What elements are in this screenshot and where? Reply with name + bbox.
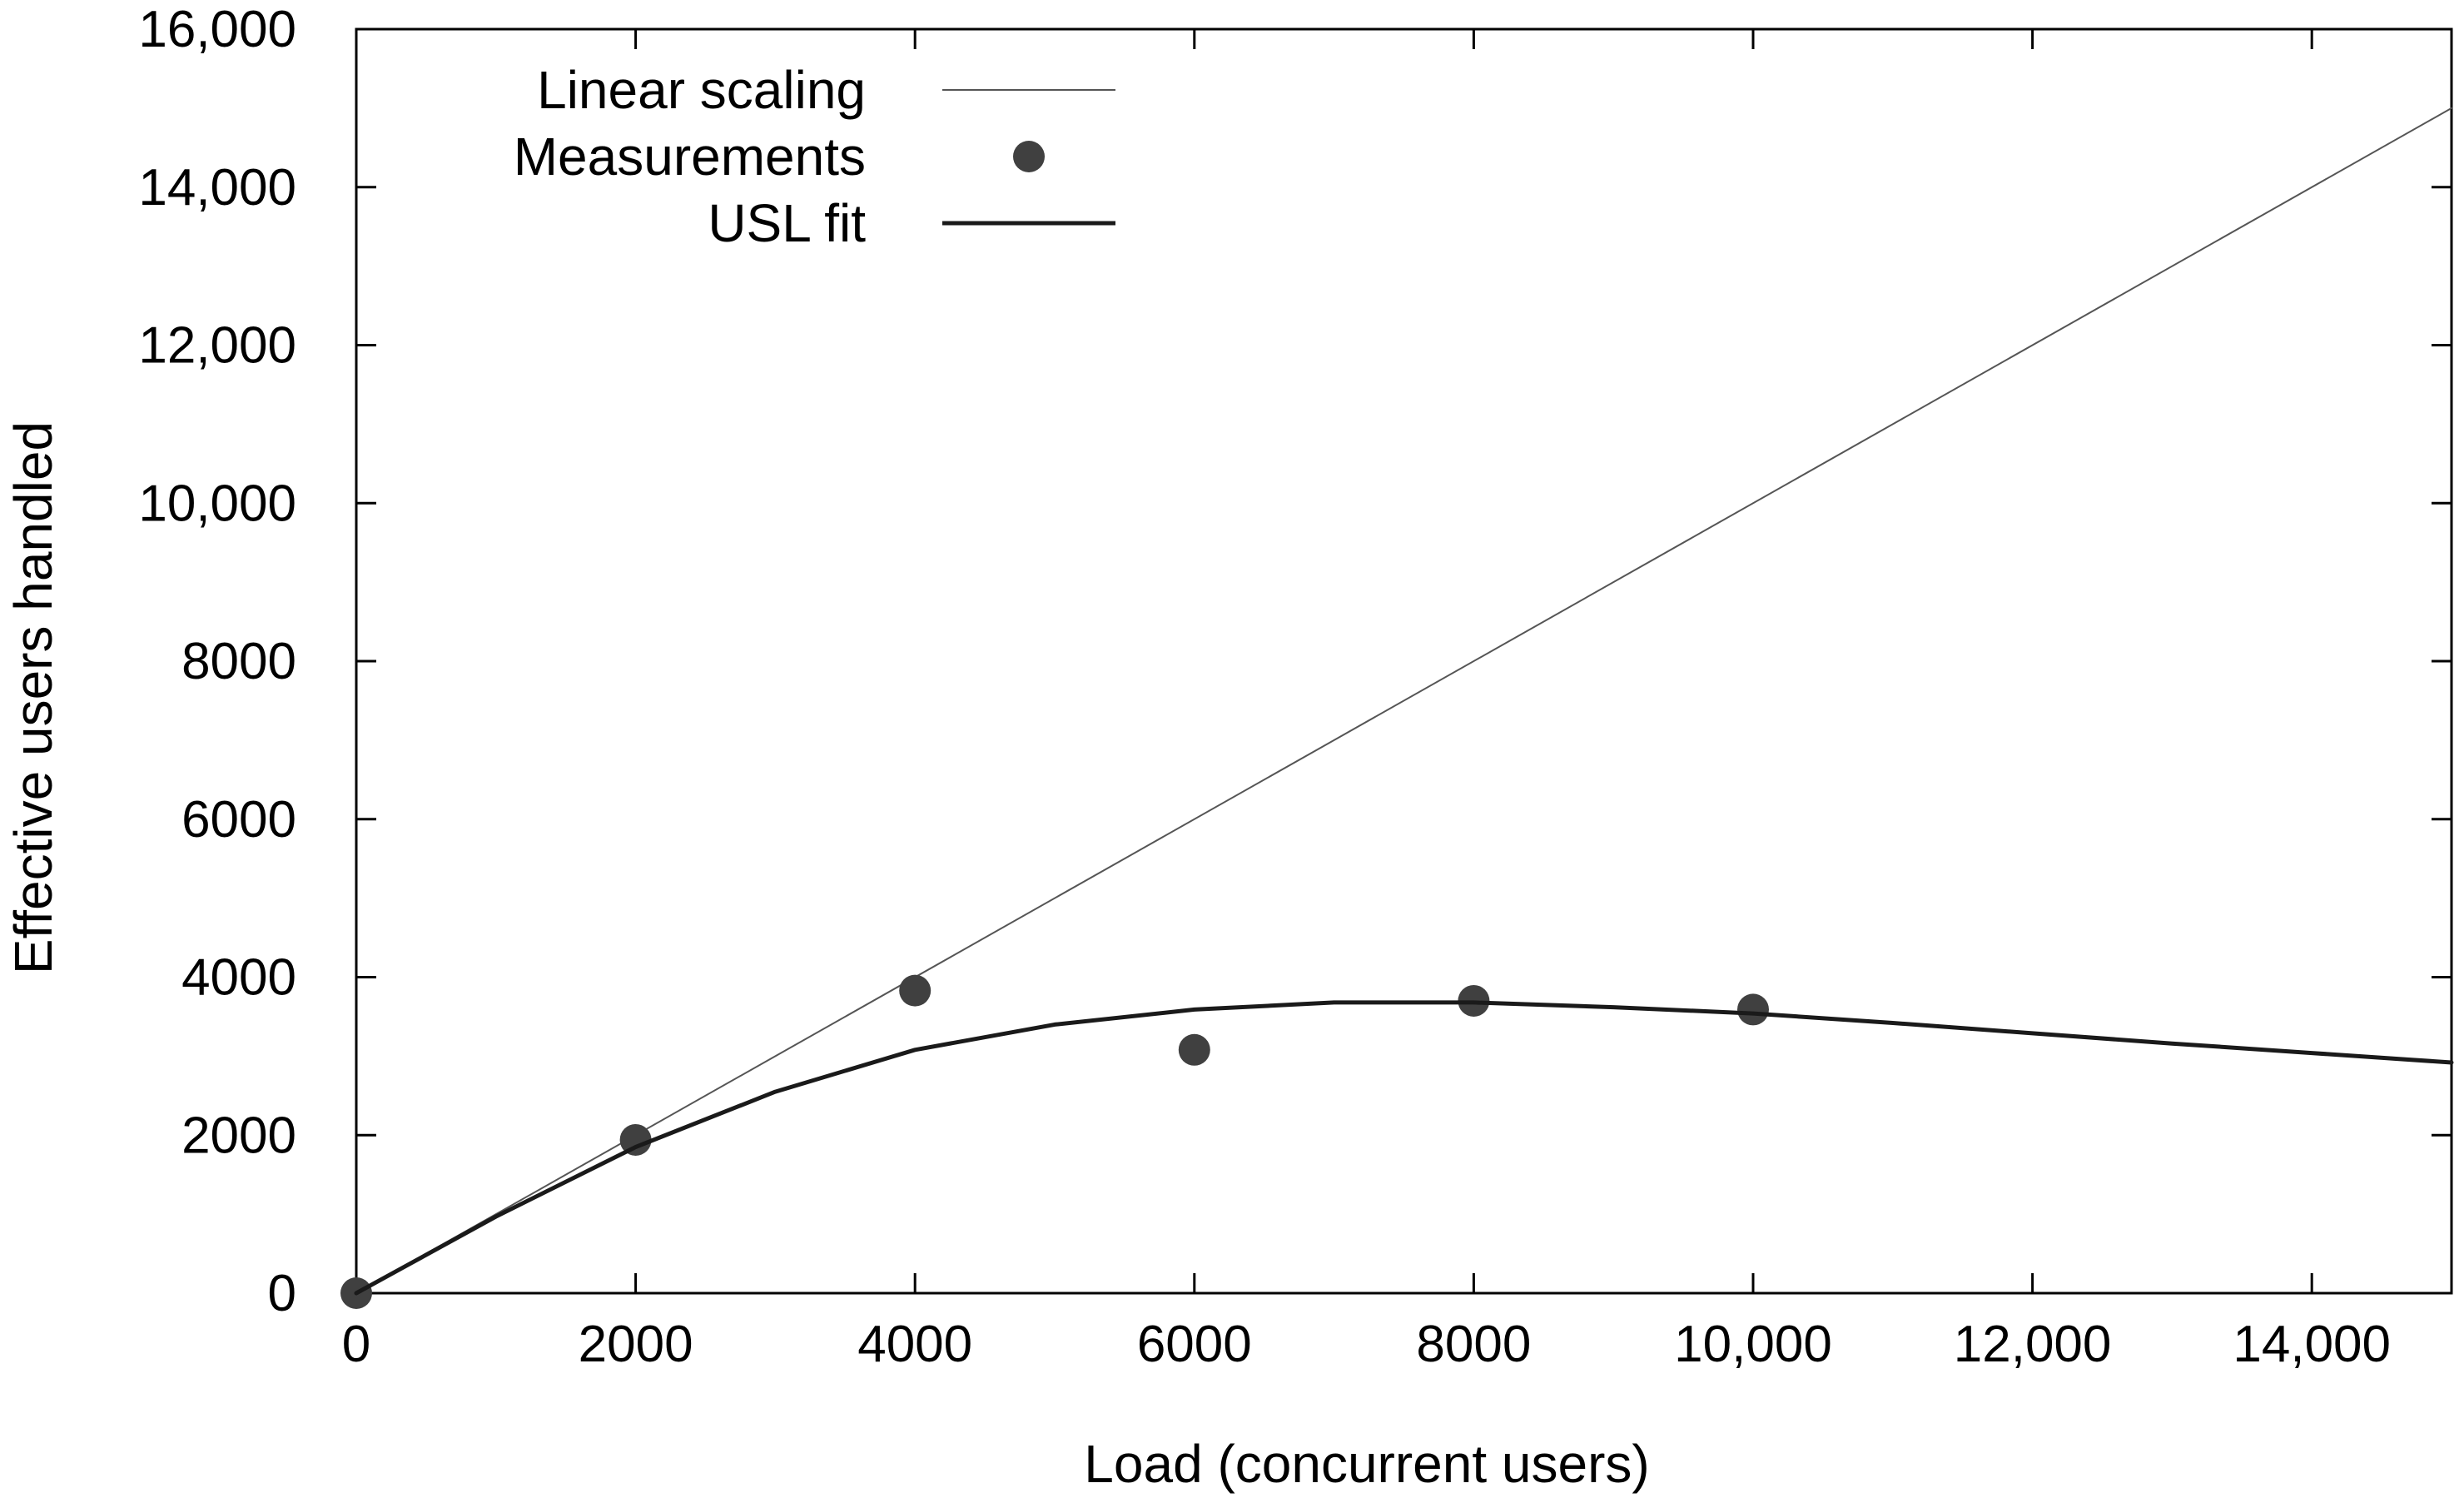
y-tick-label: 6000 (181, 791, 296, 849)
x-tick-label: 6000 (1137, 1316, 1252, 1373)
measurement-point (1178, 1033, 1210, 1066)
plot-border (355, 27, 2453, 1295)
y-tick-label: 14,000 (138, 159, 296, 216)
measurement-point (899, 974, 931, 1007)
y-tick-label: 0 (268, 1265, 296, 1322)
measurement-point (619, 1123, 652, 1156)
x-tick-label: 8000 (1416, 1316, 1531, 1373)
plot-frame (355, 27, 2453, 1295)
y-tick-label: 12,000 (138, 317, 296, 375)
linear-scaling-line (355, 107, 2452, 1294)
usl-fit-curve (354, 1000, 2454, 1296)
legend-label: Linear scaling (537, 60, 866, 120)
y-tick-label: 16,000 (138, 1, 296, 58)
legend-label: Measurements (514, 127, 866, 187)
y-tick-label: 4000 (181, 949, 296, 1007)
measurement-point (1737, 993, 1769, 1026)
x-tick-label: 14,000 (2233, 1316, 2391, 1373)
y-tick-label: 8000 (181, 633, 296, 690)
x-tick-label: 10,000 (1674, 1316, 1832, 1373)
x-tick-label: 12,000 (1954, 1316, 2112, 1373)
x-tick-label: 2000 (579, 1316, 693, 1373)
y-tick-label: 2000 (181, 1107, 296, 1164)
axis-tick-labels: 0 2000 4000 6000 8000 10,000 12,000 14,000 0 2000… (138, 1, 2391, 1373)
axis-ticks (355, 27, 2452, 1295)
legend-swatch-measurements (1013, 141, 1045, 172)
y-axis-title: Effective users handled (3, 421, 63, 974)
y-tick-label: 10,000 (138, 475, 296, 532)
data-series (340, 107, 2454, 1309)
x-tick-label: 4000 (857, 1316, 972, 1373)
legend-label: USL fit (708, 193, 866, 253)
x-tick-label: 0 (342, 1316, 370, 1373)
x-axis-title: Load (concurrent users) (1084, 1434, 1649, 1494)
